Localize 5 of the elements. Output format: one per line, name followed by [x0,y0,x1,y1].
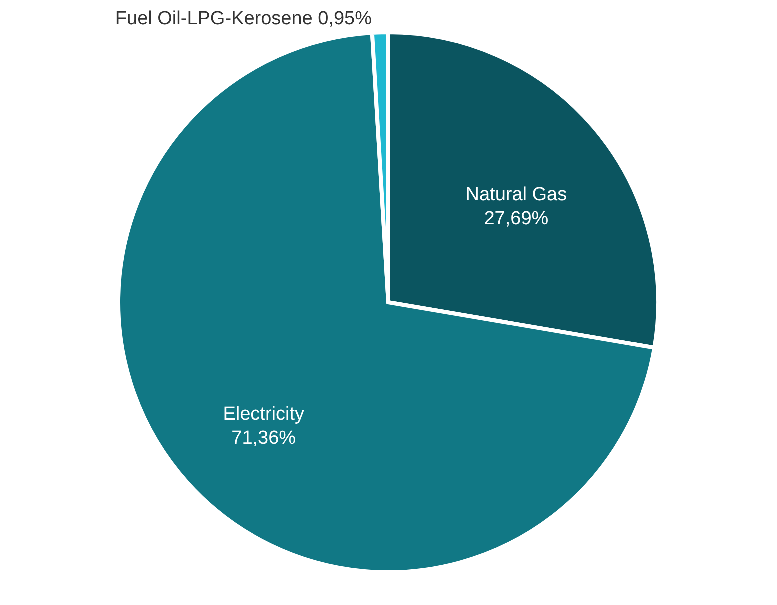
data-label: 71,36% [232,428,296,450]
slice-label: Fuel Oil-LPG-Kerosene 0,95% [115,8,372,30]
data-label: 27,69% [484,208,549,230]
slice-label: Electricity [223,404,305,426]
slice-label: Natural Gas [466,184,568,206]
